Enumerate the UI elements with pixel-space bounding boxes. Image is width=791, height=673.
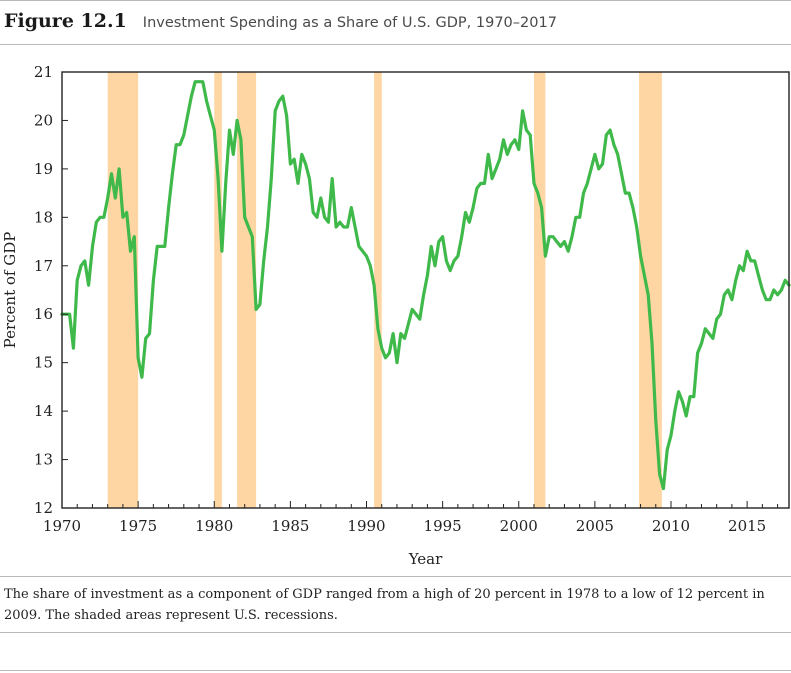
y-tick-label: 18 [34,208,53,226]
top-rule [0,0,791,1]
x-tick-label: 2010 [652,517,690,535]
figure-caption: The share of investment as a component o… [4,587,765,623]
recession-bands [107,72,662,508]
recession-band-2 [214,72,222,508]
x-tick-label: 1980 [195,517,233,535]
y-tick-label: 16 [34,305,53,323]
bottom-rule [0,670,791,671]
x-tick-label: 2000 [500,517,538,535]
y-tick-label: 17 [34,257,53,275]
y-tick-label: 13 [34,451,53,469]
x-tick-label: 1970 [43,517,81,535]
x-tick-label: 1990 [347,517,385,535]
recession-band-4 [374,72,382,508]
x-tick-label: 1985 [271,517,309,535]
investment-line-chart: 1970 1975 1980 1985 1990 1995 2000 2005 2010 2015… [1,63,791,568]
x-tick-label: 2015 [728,517,766,535]
y-tick-label: 14 [34,402,53,420]
x-tick-label: 1975 [119,517,157,535]
caption-top-rule [0,576,791,577]
recession-band-5 [533,72,546,508]
caption-bottom-rule [0,632,791,633]
plot-frame [61,71,790,509]
y-tick-label: 15 [34,354,53,372]
series-line [60,80,791,491]
y-tick-label: 19 [34,160,53,178]
figure-label: Figure 12.1 [4,10,127,32]
x-tick-label: 1995 [424,517,462,535]
y-axis-label: Percent of GDP [1,232,19,349]
tick-labels: 1970 1975 1980 1985 1990 1995 2000 2005 2010 2015… [34,63,766,535]
figure-title: Investment Spending as a Share of U.S. G… [142,15,557,31]
recession-band-1 [107,72,139,508]
y-tick-label: 12 [34,499,53,517]
x-axis-label: Year [408,550,443,568]
axis-ticks [61,71,779,509]
y-tick-label: 20 [34,111,53,129]
x-tick-label: 2005 [576,517,614,535]
y-tick-label: 21 [34,63,53,81]
figure-header: Figure 12.1 Investment Spending as a Sha… [4,10,557,32]
header-rule [0,44,791,45]
